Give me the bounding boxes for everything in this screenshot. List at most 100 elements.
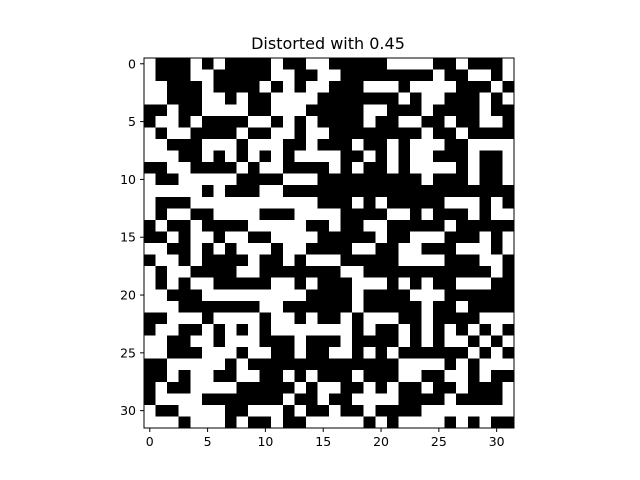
heatmap-cell [305, 277, 318, 290]
heatmap-cell [329, 115, 341, 128]
heatmap-cell [444, 58, 457, 70]
y-tick-label: 5 [128, 114, 136, 129]
heatmap-cell [409, 162, 422, 174]
heatmap-cell [456, 254, 469, 267]
heatmap-cell [213, 393, 226, 406]
heatmap-cell [294, 162, 307, 174]
heatmap-cell [236, 393, 249, 406]
heatmap-cell [248, 277, 260, 290]
heatmap-cell [271, 138, 284, 151]
x-tick-label: 15 [315, 434, 331, 449]
heatmap-cell [444, 358, 457, 371]
heatmap-cell [167, 289, 180, 302]
heatmap-cell [409, 127, 422, 140]
heatmap-cell [467, 277, 480, 290]
heatmap-cell [178, 115, 191, 128]
heatmap-cell [155, 358, 168, 371]
heatmap-cell [271, 58, 284, 70]
heatmap-cell [421, 150, 434, 163]
heatmap-cell [329, 254, 341, 267]
heatmap-cell [178, 69, 191, 82]
heatmap-cell [502, 347, 515, 359]
heatmap-cell [352, 219, 365, 232]
heatmap-cell [398, 243, 411, 255]
heatmap-cell [155, 312, 168, 325]
heatmap-cell [201, 393, 214, 406]
heatmap-cell [467, 115, 480, 128]
heatmap-cell [259, 231, 272, 244]
heatmap-cell [167, 266, 180, 279]
heatmap-cell [294, 104, 307, 117]
heatmap-cell [317, 173, 330, 186]
heatmap-cell [213, 416, 226, 429]
heatmap-cell [363, 196, 376, 209]
heatmap-cell [386, 115, 399, 128]
heatmap-cell [375, 266, 388, 279]
heatmap-cell [144, 92, 156, 105]
heatmap-cell [167, 196, 180, 209]
heatmap-cell [340, 347, 353, 359]
heatmap-cell [248, 231, 260, 244]
heatmap-cell [340, 150, 353, 163]
heatmap-cell [305, 393, 318, 406]
heatmap-cell [144, 138, 156, 151]
heatmap-cell [421, 312, 434, 325]
heatmap-cell [271, 370, 284, 383]
heatmap-cell [421, 81, 434, 94]
heatmap-cell [305, 196, 318, 209]
heatmap-cell [340, 138, 353, 151]
heatmap-cell [490, 393, 503, 406]
heatmap-cell [490, 69, 503, 82]
heatmap-cell [305, 104, 318, 117]
heatmap-cell [213, 231, 226, 244]
heatmap-cell [433, 162, 445, 174]
heatmap-cell [398, 208, 411, 221]
heatmap-cell [259, 127, 272, 140]
heatmap-cell [213, 277, 226, 290]
heatmap-cell [421, 289, 434, 302]
heatmap-cell [294, 81, 307, 94]
heatmap-cell [224, 69, 237, 82]
heatmap-cell [502, 196, 515, 209]
heatmap-cell [375, 370, 388, 383]
heatmap-cell [467, 127, 480, 140]
heatmap-cell [352, 381, 365, 394]
heatmap-cell [282, 323, 295, 336]
heatmap-cell [317, 115, 330, 128]
heatmap-cell [444, 323, 457, 336]
heatmap-cell [224, 162, 237, 174]
heatmap-cell [352, 404, 365, 417]
heatmap-cell [363, 254, 376, 267]
heatmap-cell [259, 416, 272, 429]
heatmap-cell [363, 81, 376, 94]
heatmap-cell [190, 196, 203, 209]
heatmap-cell [409, 347, 422, 359]
heatmap-cell [201, 254, 214, 267]
heatmap-cell [363, 370, 376, 383]
heatmap-cell [375, 404, 388, 417]
heatmap-cell [479, 335, 492, 348]
heatmap-cell [271, 416, 284, 429]
heatmap-cell [282, 347, 295, 359]
heatmap-cell [433, 58, 445, 70]
heatmap-cell [317, 370, 330, 383]
heatmap-cell [479, 323, 492, 336]
heatmap-cell [317, 277, 330, 290]
heatmap-cell [155, 185, 168, 198]
heatmap-cell [433, 358, 445, 371]
heatmap-cell [282, 69, 295, 82]
heatmap-cell [201, 138, 214, 151]
heatmap-cell [224, 138, 237, 151]
heatmap-cell [398, 127, 411, 140]
heatmap-cell [502, 335, 515, 348]
heatmap-cell [467, 92, 480, 105]
heatmap-cell [456, 381, 469, 394]
heatmap-cell [375, 312, 388, 325]
heatmap-cell [421, 231, 434, 244]
heatmap-cell [144, 416, 156, 429]
heatmap-cell [467, 358, 480, 371]
heatmap-cell [248, 404, 260, 417]
heatmap-cell [178, 208, 191, 221]
heatmap-cell [329, 347, 341, 359]
heatmap-cell [444, 81, 457, 94]
